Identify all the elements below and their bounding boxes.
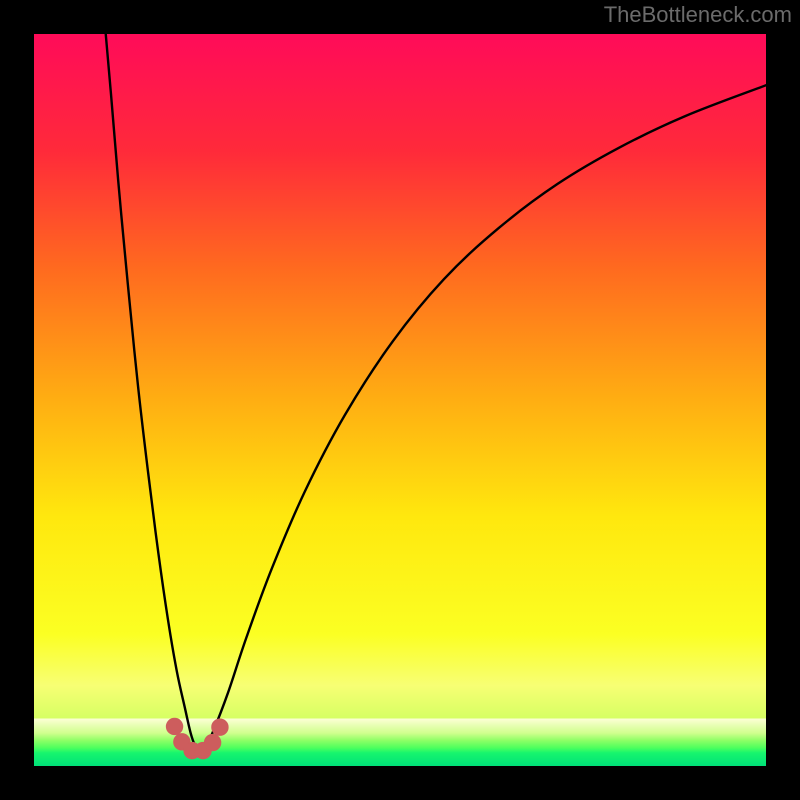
marker-point [212,719,228,735]
marker-point [166,718,182,734]
gradient-background [34,34,766,766]
plot-area [34,34,766,766]
watermark-text: TheBottleneck.com [604,2,792,28]
chart-svg [34,34,766,766]
marker-point [204,734,220,750]
chart-root: TheBottleneck.com [0,0,800,800]
